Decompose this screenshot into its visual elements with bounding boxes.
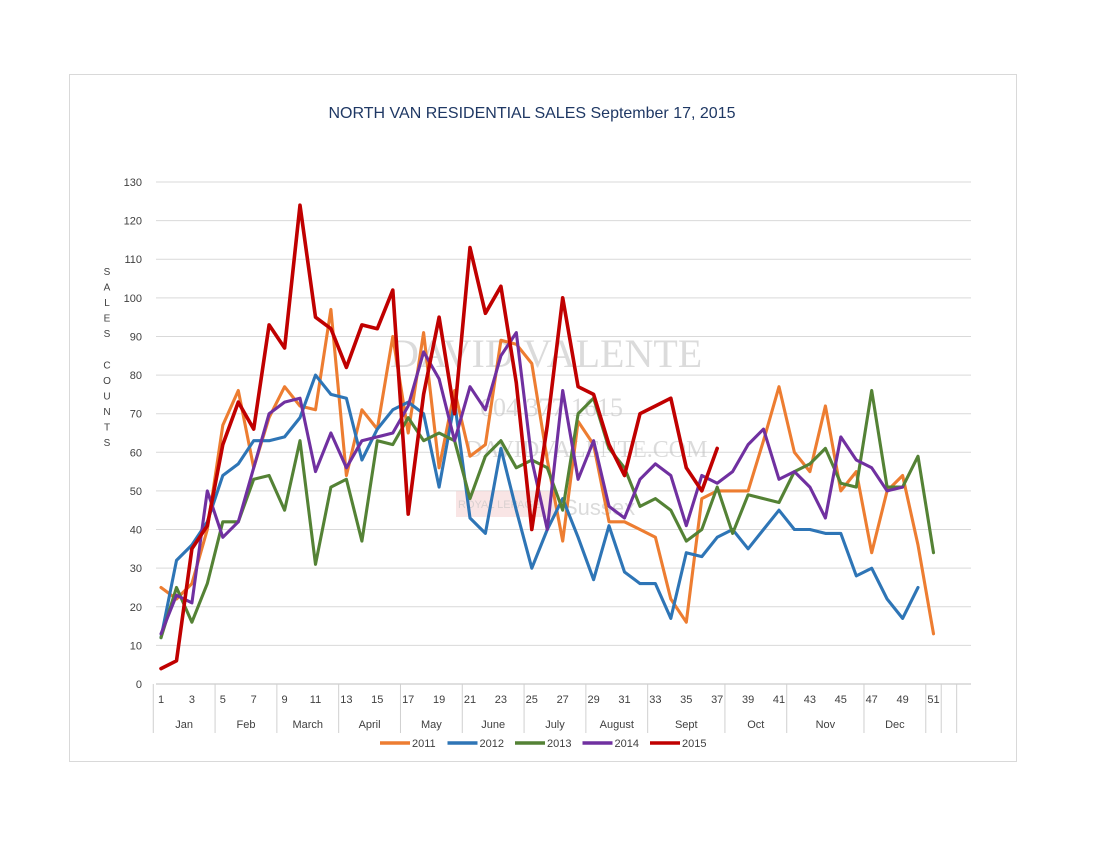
month-label: July: [545, 719, 565, 731]
month-label: March: [292, 719, 323, 731]
x-tick-label: 1: [158, 694, 164, 706]
y-axis-label-letter: A: [104, 283, 111, 294]
chart-svg: NORTH VAN RESIDENTIAL SALES September 17…: [103, 105, 971, 750]
x-tick-label: 37: [711, 694, 723, 706]
month-label: Dec: [885, 719, 905, 731]
y-tick-label: 100: [124, 293, 142, 305]
legend-label-2015: 2015: [682, 738, 706, 750]
y-axis-label-letter: U: [103, 392, 110, 403]
y-tick-label: 70: [130, 409, 142, 421]
series-line-2013: [159, 388, 936, 640]
watermark-brokerage: ROYAL LEPAGE: [458, 499, 540, 511]
x-tick-label: 49: [896, 694, 908, 706]
y-tick-label: 130: [124, 177, 142, 189]
x-tick-label: 21: [464, 694, 476, 706]
y-axis-label-letter: T: [104, 423, 110, 434]
series-line-2015: [159, 203, 720, 671]
x-tick-label: 9: [282, 694, 288, 706]
legend: 2011 2012 2013 2014 2015: [380, 738, 706, 750]
y-axis-label-letter: O: [103, 376, 111, 387]
grid-layer: [156, 181, 971, 685]
x-tick-label: 29: [587, 694, 599, 706]
month-label: Jan: [175, 719, 193, 731]
month-label: Sept: [675, 719, 698, 731]
month-label: April: [359, 719, 381, 731]
series-line-2014: [159, 331, 905, 636]
legend-label-2012: 2012: [480, 738, 504, 750]
month-label: May: [421, 719, 442, 731]
y-axis-label-letter: S: [104, 329, 111, 340]
y-tick-label: 0: [136, 679, 142, 691]
x-tick-label: 3: [189, 694, 195, 706]
y-tick-label: 110: [124, 254, 142, 266]
x-tick-label: 41: [773, 694, 785, 706]
x-tick-label: 47: [866, 694, 878, 706]
month-label: June: [481, 719, 505, 731]
y-axis-label-letter: S: [104, 267, 111, 278]
chart-frame: NORTH VAN RESIDENTIAL SALES September 17…: [69, 74, 1017, 762]
x-tick-label: 5: [220, 694, 226, 706]
x-tick-label: 25: [526, 694, 538, 706]
x-tick-label: 33: [649, 694, 661, 706]
y-axis-label-letter: S: [104, 438, 111, 449]
x-tick-label: 15: [371, 694, 383, 706]
y-tick-label: 20: [130, 602, 142, 614]
y-axis-label-letter: C: [103, 361, 110, 372]
x-tick-label: 19: [433, 694, 445, 706]
x-tick-label: 43: [804, 694, 816, 706]
y-axis-label-letter: E: [104, 314, 111, 325]
x-tick-label: 39: [742, 694, 754, 706]
legend-label-2013: 2013: [547, 738, 571, 750]
x-tick-label: 23: [495, 694, 507, 706]
x-tick-label: 31: [618, 694, 630, 706]
month-label: Nov: [816, 719, 836, 731]
y-axis-ticks: 0 10 20 30 40 50 60 70 80 90 100 110 120 130: [124, 177, 142, 691]
x-tick-label: 27: [557, 694, 569, 706]
x-tick-label: 7: [251, 694, 257, 706]
y-tick-label: 80: [130, 370, 142, 382]
y-tick-label: 50: [130, 486, 142, 498]
series-line-2012: [159, 373, 920, 640]
y-tick-label: 30: [130, 563, 142, 575]
month-label: August: [600, 719, 634, 731]
y-tick-label: 40: [130, 525, 142, 537]
x-axis: 1 3 5 7 9 11 13 15 17 19 21 23 25 27 29 31 33 35 37 39 41 43 4…: [152, 683, 971, 733]
month-label: Oct: [747, 719, 764, 731]
legend-label-2011: 2011: [412, 738, 436, 750]
x-tick-label: 35: [680, 694, 692, 706]
series-layer: [159, 203, 936, 671]
y-tick-label: 90: [130, 331, 142, 343]
x-tick-label: 17: [402, 694, 414, 706]
y-axis-label-letter: N: [103, 407, 110, 418]
legend-label-2014: 2014: [615, 738, 639, 750]
chart-title: NORTH VAN RESIDENTIAL SALES September 17…: [329, 105, 736, 122]
x-tick-label: 45: [835, 694, 847, 706]
watermark-name: DAVID VALENTE: [390, 331, 702, 376]
y-axis-label-letter: L: [104, 298, 110, 309]
month-label: Feb: [236, 719, 255, 731]
x-tick-label: 13: [340, 694, 352, 706]
x-tick-label: 51: [927, 694, 939, 706]
y-tick-label: 60: [130, 447, 142, 459]
y-tick-label: 120: [124, 216, 142, 228]
x-tick-label: 11: [310, 694, 321, 706]
y-tick-label: 10: [130, 640, 142, 652]
